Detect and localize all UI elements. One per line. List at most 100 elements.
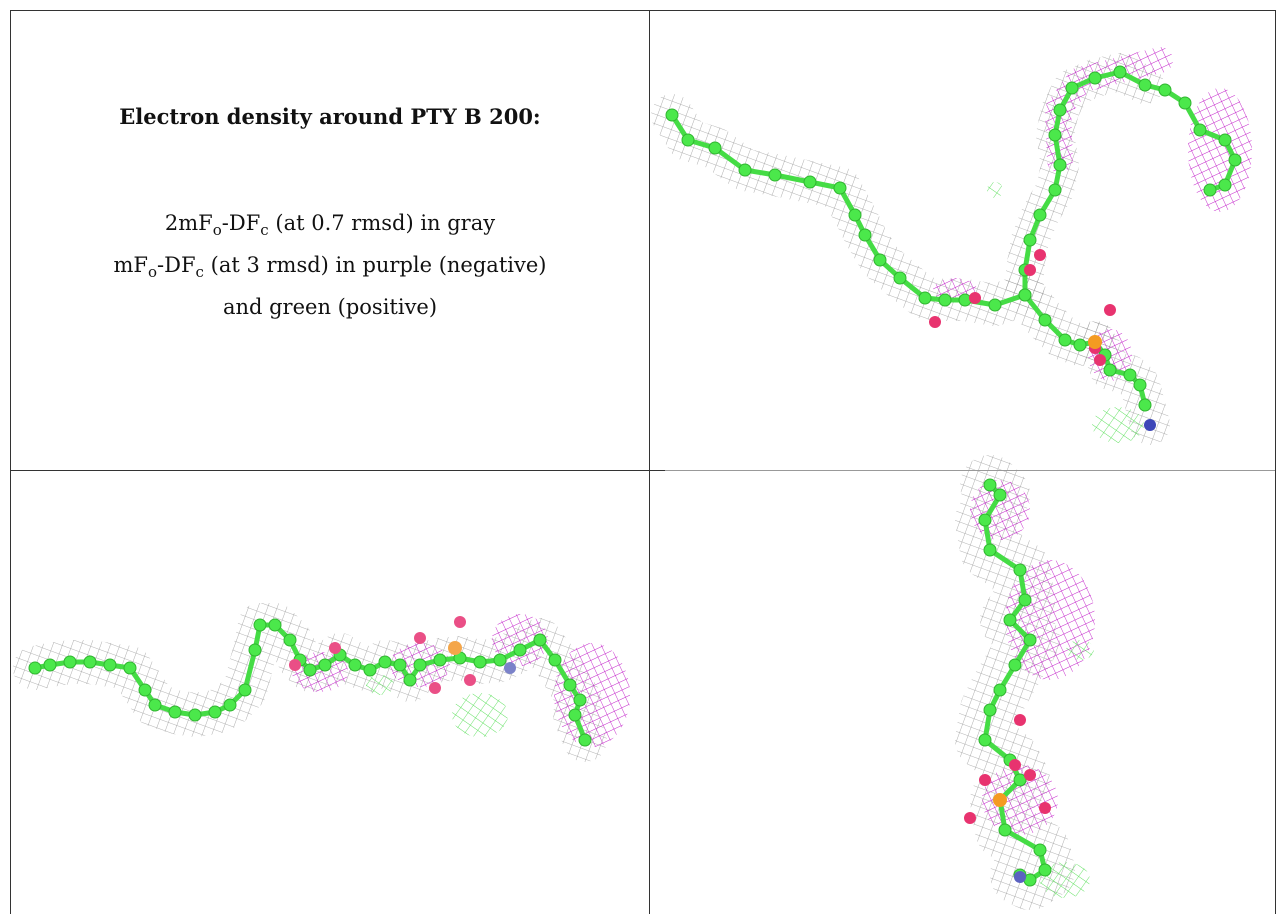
atom: [329, 642, 341, 654]
atom: [1194, 124, 1206, 136]
page: {"caption": { "title": "Electron density…: [0, 0, 1276, 914]
atom: [239, 684, 251, 696]
atom: [964, 812, 976, 824]
atom: [1104, 304, 1116, 316]
atom: [1159, 84, 1171, 96]
atom: [454, 616, 466, 628]
atom: [1049, 129, 1061, 141]
atom: [579, 734, 591, 746]
atom: [1204, 184, 1216, 196]
atom: [959, 294, 971, 306]
atom: [249, 644, 261, 656]
caption-line: and green (positive): [11, 290, 649, 325]
atom: [364, 664, 376, 676]
density-mesh: [1092, 407, 1144, 443]
atom: [874, 254, 886, 266]
atom: [919, 292, 931, 304]
atom: [1114, 66, 1126, 78]
atom: [448, 641, 462, 655]
caption-lines: 2mFo-DFc (at 0.7 rmsd) in gray mFo-DFc (…: [11, 206, 649, 325]
atom: [139, 684, 151, 696]
atom: [682, 134, 694, 146]
atom: [1014, 714, 1026, 726]
atom: [284, 634, 296, 646]
caption-line: mFo-DFc (at 3 rmsd) in purple (negative): [11, 248, 649, 290]
atom: [1134, 379, 1146, 391]
atom: [1034, 249, 1046, 261]
atom: [1104, 364, 1116, 376]
subscript: o: [148, 263, 157, 281]
atom: [769, 169, 781, 181]
atom: [1139, 79, 1151, 91]
atom: [989, 299, 1001, 311]
atom: [549, 654, 561, 666]
atom: [979, 514, 991, 526]
atom: [1054, 104, 1066, 116]
atom: [429, 682, 441, 694]
atom: [1219, 134, 1231, 146]
atom: [289, 659, 301, 671]
atom: [304, 664, 316, 676]
atom: [979, 774, 991, 786]
atom: [1054, 159, 1066, 171]
caption-cell: Electron density around PTY B 200: 2mFo-…: [11, 10, 649, 470]
caption-title: Electron density around PTY B 200:: [11, 104, 649, 129]
atom: [1034, 844, 1046, 856]
atom: [564, 679, 576, 691]
text: -DF: [157, 253, 196, 277]
atom: [1024, 264, 1036, 276]
atom: [169, 706, 181, 718]
atom: [1089, 72, 1101, 84]
atom: [984, 544, 996, 556]
atom: [999, 824, 1011, 836]
atom: [104, 659, 116, 671]
atom: [1088, 335, 1102, 349]
atom: [1139, 399, 1151, 411]
atom: [1039, 864, 1051, 876]
atom: [709, 142, 721, 154]
atom: [574, 694, 586, 706]
atom: [379, 656, 391, 668]
atom: [64, 656, 76, 668]
atom: [984, 479, 996, 491]
atom: [494, 654, 506, 666]
atom: [1066, 82, 1078, 94]
atom: [1014, 564, 1026, 576]
atom: [969, 292, 981, 304]
atom: [1219, 179, 1231, 191]
atom: [269, 619, 281, 631]
atom: [84, 656, 96, 668]
atom: [149, 699, 161, 711]
subscript: c: [196, 263, 204, 281]
atom: [1144, 419, 1156, 431]
atom: [1179, 97, 1191, 109]
atom: [984, 704, 996, 716]
atom: [414, 632, 426, 644]
atom: [1124, 369, 1136, 381]
text: -DF: [222, 211, 261, 235]
atom: [1094, 354, 1106, 366]
atom: [739, 164, 751, 176]
atom: [1049, 184, 1061, 196]
density-mesh: [554, 643, 630, 747]
subscript: c: [260, 221, 268, 239]
atom: [994, 489, 1006, 501]
density-mesh: [366, 675, 394, 695]
atom: [1024, 769, 1036, 781]
atom: [1014, 871, 1026, 883]
atom: [894, 272, 906, 284]
atom: [834, 182, 846, 194]
density-mesh: [1188, 88, 1252, 212]
atom: [474, 656, 486, 668]
atom: [1009, 759, 1021, 771]
text: (at 0.7 rmsd) in gray: [269, 211, 495, 235]
atom: [859, 229, 871, 241]
atom: [979, 734, 991, 746]
atom: [1004, 614, 1016, 626]
atom: [1074, 339, 1086, 351]
caption-line: 2mFo-DFc (at 0.7 rmsd) in gray: [11, 206, 649, 248]
atom: [464, 674, 476, 686]
atom: [1034, 209, 1046, 221]
atom: [319, 659, 331, 671]
atom: [939, 294, 951, 306]
